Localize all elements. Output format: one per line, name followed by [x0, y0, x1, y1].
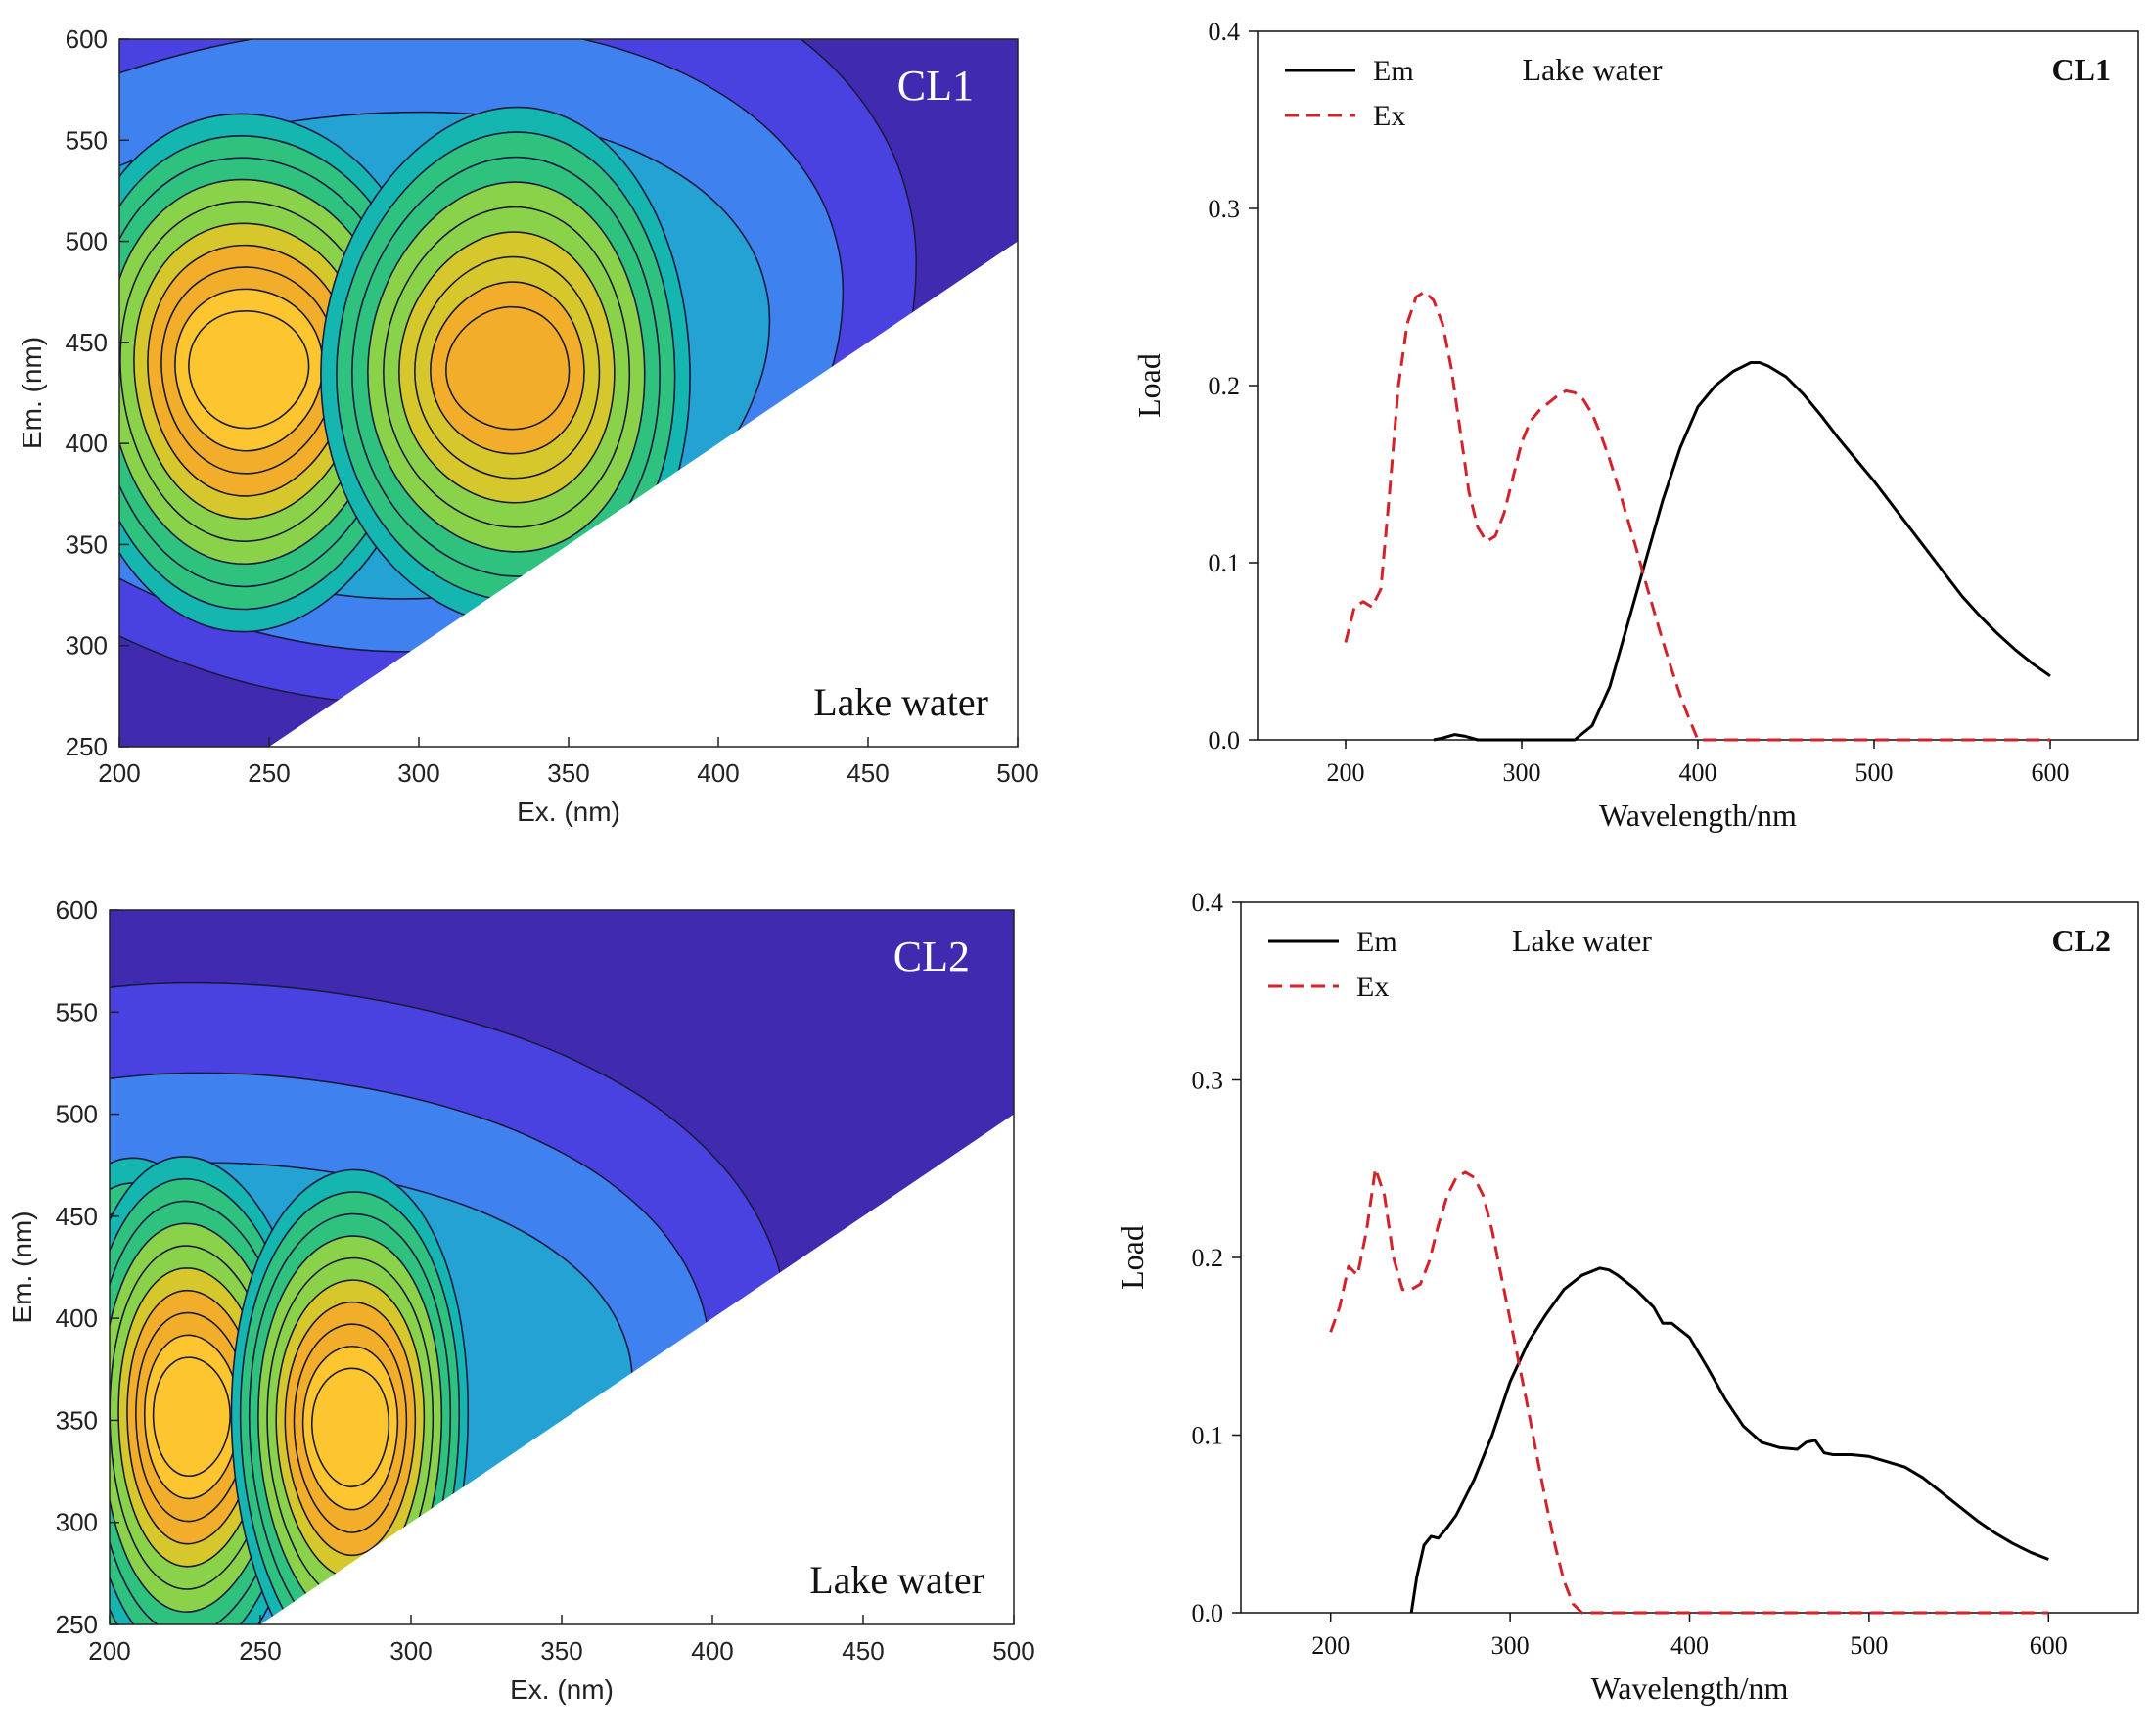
- eem-masked-region-2: [260, 1114, 1014, 1624]
- eem-xtick-label-2-2: 300: [389, 1636, 432, 1666]
- eem-xtick-label-0-2: 300: [397, 758, 439, 788]
- eem-ytick-label-0-5: 500: [66, 227, 108, 256]
- eem-xtick-label-2-6: 500: [992, 1636, 1034, 1666]
- load-frame-1: [1257, 30, 2139, 741]
- eem-annotation-2: Lake water: [809, 1558, 984, 1602]
- eem-ytick-label-2-0: 250: [56, 1610, 98, 1639]
- load-ylabel-3: Load: [1115, 1225, 1150, 1290]
- load-legend-label-em-1: Em: [1373, 55, 1414, 87]
- eem-plot-area-2: [110, 910, 1014, 1624]
- load-xtick-label-1-1: 300: [1503, 758, 1541, 787]
- load-series-em-3: [1409, 1266, 2049, 1614]
- load-ylabel-1: Load: [1131, 353, 1167, 418]
- load-xtick-label-3-3: 500: [1850, 1631, 1888, 1660]
- eem-ylabel-0: Em. (nm): [17, 337, 47, 449]
- load-xtick-label-3-0: 200: [1311, 1631, 1350, 1660]
- eem-xtick-label-2-3: 350: [540, 1636, 582, 1666]
- load-ytick-label-3-0: 0.0: [1192, 1599, 1224, 1627]
- load-xtick-label-3-1: 300: [1491, 1631, 1530, 1660]
- eem-xtick-label-2-0: 200: [88, 1636, 130, 1666]
- load-xtick-label-1-0: 200: [1327, 758, 1365, 787]
- eem-ytick-label-0-0: 250: [66, 732, 108, 761]
- load-annotation-3: Lake water: [1512, 923, 1652, 958]
- eem-ytick-label-0-6: 550: [66, 125, 108, 155]
- load-ytick-label-1-1: 0.1: [1209, 549, 1241, 577]
- load-legend-label-ex-1: Ex: [1373, 100, 1405, 132]
- eem-ytick-label-0-7: 600: [66, 24, 108, 54]
- load-ytick-label-1-4: 0.4: [1209, 18, 1241, 46]
- eem-ytick-label-2-5: 500: [56, 1100, 98, 1129]
- eem-xtick-label-0-0: 200: [98, 758, 140, 788]
- eem-xtick-label-2-5: 450: [842, 1636, 884, 1666]
- eem-contour-peak-0-1-8: [445, 305, 571, 431]
- eem-xtick-label-0-5: 450: [847, 758, 889, 788]
- eem-contour-peak-2-1-9: [152, 1356, 231, 1478]
- eem-annotation-0: Lake water: [813, 680, 988, 724]
- load-ytick-label-3-1: 0.1: [1192, 1422, 1224, 1450]
- eem-xtick-label-0-4: 400: [697, 758, 739, 788]
- load-xtick-label-3-2: 400: [1670, 1631, 1709, 1660]
- eem-xtick-label-2-1: 250: [239, 1636, 281, 1666]
- load-series-ex-1: [1344, 290, 2050, 742]
- eem-xlabel-2: Ex. (nm): [510, 1674, 614, 1705]
- load-xtick-label-1-2: 400: [1679, 758, 1717, 787]
- load-legend-label-em-3: Em: [1356, 926, 1397, 958]
- eem-ylabel-2: Em. (nm): [7, 1211, 37, 1323]
- eem-contour-peak-2-2-9: [310, 1367, 390, 1488]
- eem-ytick-label-2-6: 550: [56, 997, 98, 1027]
- eem-ytick-label-2-2: 350: [56, 1405, 98, 1435]
- load-ytick-label-1-2: 0.2: [1209, 372, 1241, 400]
- eem-ytick-label-2-4: 450: [56, 1202, 98, 1231]
- load-xtick-label-1-4: 600: [2032, 758, 2070, 787]
- load-annotation-1: Lake water: [1522, 52, 1662, 87]
- eem-xtick-label-0-1: 250: [248, 758, 290, 788]
- eem-ytick-label-0-3: 400: [66, 429, 108, 458]
- load-ytick-label-3-3: 0.3: [1192, 1067, 1224, 1095]
- eem-xtick-label-2-4: 400: [691, 1636, 733, 1666]
- eem-plot-area-0: [119, 39, 1018, 747]
- load-ytick-label-1-3: 0.3: [1209, 195, 1241, 223]
- eem-ytick-label-0-1: 300: [66, 631, 108, 661]
- load-ytick-label-3-4: 0.4: [1192, 889, 1224, 917]
- eem-ytick-label-0-2: 350: [66, 529, 108, 559]
- load-ytick-label-1-0: 0.0: [1209, 726, 1241, 754]
- eem-ytick-label-2-3: 400: [56, 1303, 98, 1333]
- eem-xlabel-0: Ex. (nm): [517, 797, 620, 827]
- load-component-label-3: CL2: [2052, 923, 2111, 958]
- load-frame-3: [1240, 901, 2139, 1614]
- load-series-ex-3: [1329, 1166, 2049, 1615]
- eem-masked-region-0: [269, 241, 1018, 747]
- load-xlabel-1: Wavelength/nm: [1599, 798, 1797, 833]
- eem-component-label-0: CL1: [897, 62, 974, 110]
- eem-ytick-label-2-1: 300: [56, 1508, 98, 1537]
- eem-xtick-label-0-3: 350: [547, 758, 589, 788]
- load-xtick-label-3-4: 600: [2030, 1631, 2068, 1660]
- load-ytick-label-3-2: 0.2: [1192, 1244, 1224, 1272]
- load-xlabel-3: Wavelength/nm: [1591, 1670, 1789, 1706]
- load-series-em-1: [1433, 361, 2051, 742]
- load-xtick-label-1-3: 500: [1855, 758, 1894, 787]
- eem-xtick-label-0-6: 500: [996, 758, 1038, 788]
- eem-ytick-label-0-4: 450: [66, 328, 108, 357]
- eem-component-label-2: CL2: [893, 933, 970, 981]
- eem-ytick-label-2-7: 600: [56, 895, 98, 925]
- load-component-label-1: CL1: [2052, 52, 2111, 87]
- load-legend-label-ex-3: Ex: [1356, 971, 1389, 1003]
- eem-contour-peak-0-0-9: [188, 309, 310, 430]
